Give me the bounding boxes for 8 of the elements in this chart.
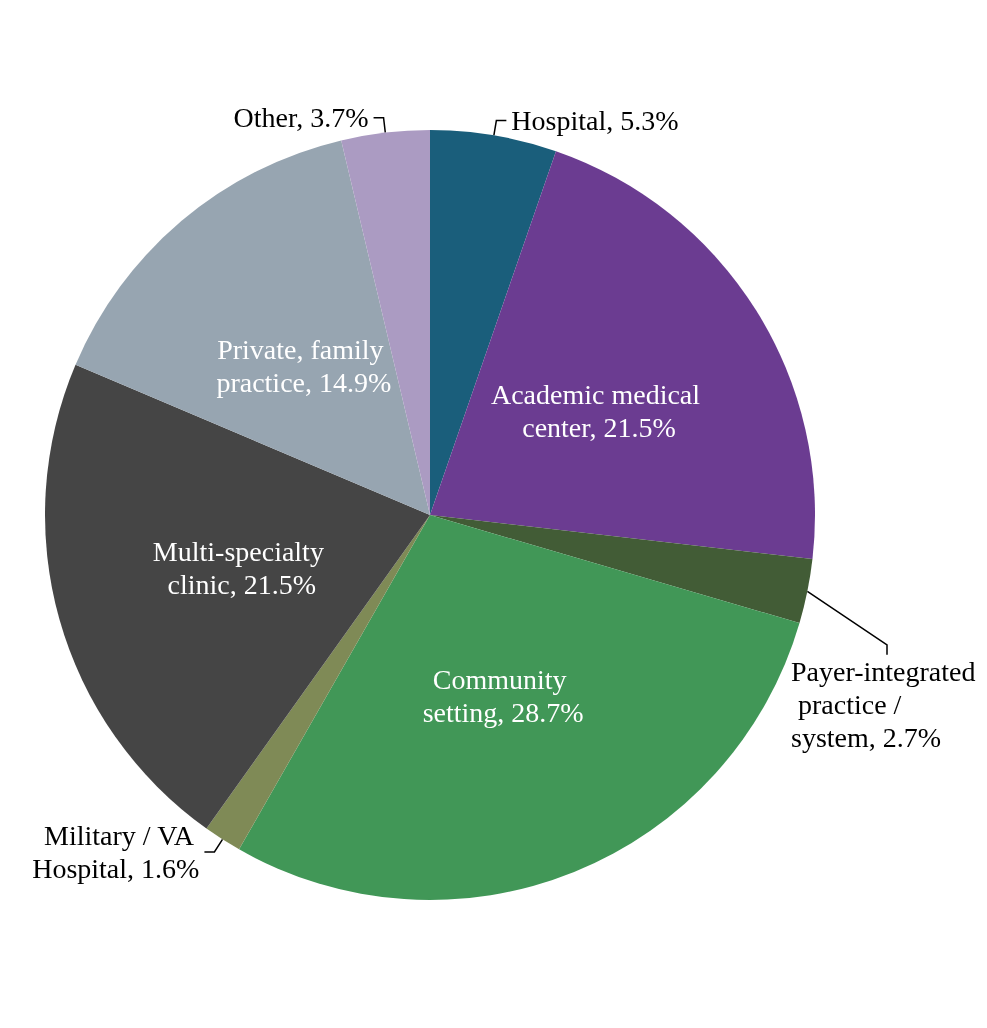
slice-label: Hospital, 5.3%	[511, 105, 679, 137]
slice-label: Academic medical center, 21.5%	[490, 378, 701, 443]
slice-label: Private, family practice, 14.9%	[216, 333, 392, 398]
slice-label: Other, 3.7%	[233, 102, 369, 134]
slice-label: Community setting, 28.7%	[422, 664, 584, 729]
slice-label: Multi-specialty clinic, 21.5%	[152, 536, 331, 601]
slice-label: Military / VA Hospital, 1.6%	[32, 819, 200, 884]
slice-label: Payer-integrated practice / system, 2.7%	[791, 655, 976, 753]
